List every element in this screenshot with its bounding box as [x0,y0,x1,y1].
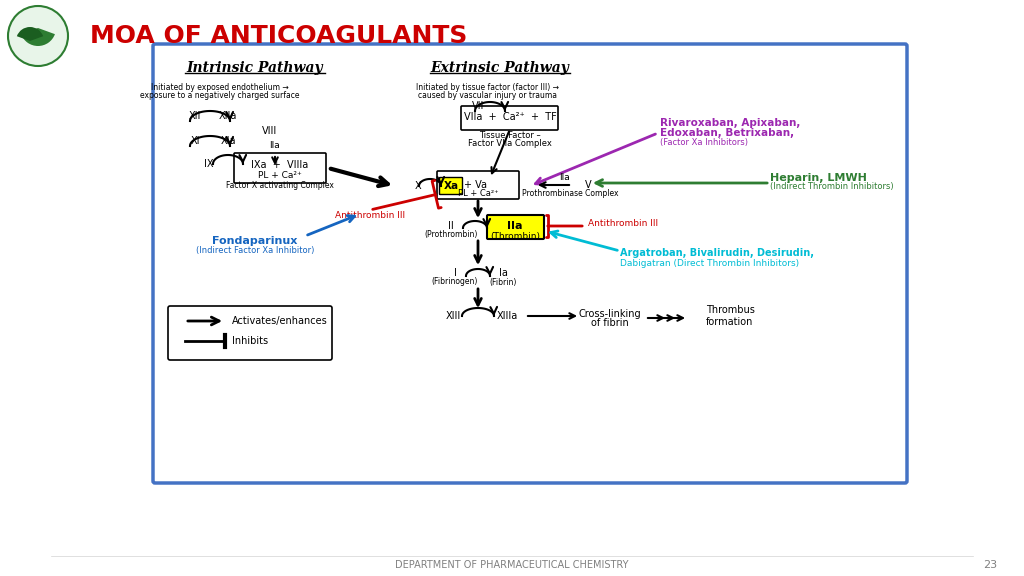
Text: Tissue Factor –: Tissue Factor – [479,131,541,141]
Text: (Indirect Factor Xa Inhibitor): (Indirect Factor Xa Inhibitor) [196,247,314,256]
Text: Thrombus
formation: Thrombus formation [706,305,755,327]
Wedge shape [22,28,55,46]
Text: PL + Ca²⁺: PL + Ca²⁺ [458,190,499,199]
FancyBboxPatch shape [437,171,519,199]
Text: VIII: VIII [262,126,278,136]
Text: Intrinsic Pathway: Intrinsic Pathway [186,61,324,75]
Text: Heparin, LMWH: Heparin, LMWH [770,173,867,183]
Text: exposure to a negatively charged surface: exposure to a negatively charged surface [140,92,300,100]
Text: (Prothrombin): (Prothrombin) [424,230,477,240]
Text: Activates/enhances: Activates/enhances [232,316,328,326]
Text: Inhibits: Inhibits [232,336,268,346]
Text: IXa  +  VIIIa: IXa + VIIIa [251,160,308,170]
Text: XIa: XIa [220,136,236,146]
Text: Factor VIIa Complex: Factor VIIa Complex [468,138,552,147]
Text: Ia: Ia [499,268,508,278]
Text: V: V [585,180,591,190]
Text: caused by vascular injury or trauma: caused by vascular injury or trauma [419,92,557,100]
Text: Initiated by tissue factor (factor III) →: Initiated by tissue factor (factor III) … [417,84,559,93]
Text: IIa: IIa [507,221,522,231]
Text: XIIIa: XIIIa [497,311,517,321]
Text: VIIa  +  Ca²⁺  +  TF: VIIa + Ca²⁺ + TF [464,112,556,122]
Text: Prothrombinase Complex: Prothrombinase Complex [522,190,618,199]
Text: Edoxaban, Betrixaban,: Edoxaban, Betrixaban, [660,128,795,138]
Text: DEPARTMENT OF PHARMACEUTICAL CHEMISTRY: DEPARTMENT OF PHARMACEUTICAL CHEMISTRY [395,560,629,570]
Text: Extrinsic Pathway: Extrinsic Pathway [430,61,569,75]
FancyBboxPatch shape [439,177,463,195]
Text: Factor X activating Complex: Factor X activating Complex [226,181,334,191]
Text: Argatroban, Bivalirudin, Desirudin,: Argatroban, Bivalirudin, Desirudin, [620,248,814,258]
Text: Antithrombin III: Antithrombin III [335,211,406,221]
Text: VII: VII [472,101,484,111]
Text: + Va: + Va [464,180,486,190]
Text: Dabigatran (Direct Thrombin Inhibitors): Dabigatran (Direct Thrombin Inhibitors) [620,259,799,267]
Text: PL + Ca²⁺: PL + Ca²⁺ [258,170,302,180]
Text: II: II [449,221,454,231]
Text: Cross-linking: Cross-linking [579,309,641,319]
Wedge shape [16,27,43,41]
FancyBboxPatch shape [234,153,326,183]
Text: (Thrombin): (Thrombin) [490,232,540,241]
Text: MOA OF ANTICOAGULANTS: MOA OF ANTICOAGULANTS [90,24,467,48]
Text: Fondaparinux: Fondaparinux [212,236,298,246]
Text: (Fibrin): (Fibrin) [489,278,517,286]
Text: 23: 23 [983,560,997,570]
FancyBboxPatch shape [168,306,332,360]
Text: IIa: IIa [269,142,281,150]
Text: (Fibrinogen): (Fibrinogen) [432,278,478,286]
Text: (Factor Xa Inhibitors): (Factor Xa Inhibitors) [660,138,748,147]
Circle shape [8,6,68,66]
Text: Rivaroxaban, Apixaban,: Rivaroxaban, Apixaban, [660,118,801,128]
Text: XI: XI [190,136,200,146]
Text: Xa: Xa [443,181,459,191]
Text: (Indirect Thrombin Inhibitors): (Indirect Thrombin Inhibitors) [770,183,894,191]
Text: XIII: XIII [445,311,461,321]
Text: Initiated by exposed endothelium →: Initiated by exposed endothelium → [152,84,289,93]
Text: of fibrin: of fibrin [591,318,629,328]
Text: IX: IX [204,159,214,169]
Text: X: X [415,181,421,191]
FancyBboxPatch shape [461,106,558,130]
Text: XII: XII [188,111,201,121]
Text: IIa: IIa [560,173,570,183]
Text: I: I [454,268,457,278]
Text: Antithrombin III: Antithrombin III [588,219,658,229]
Text: XIIa: XIIa [219,111,238,121]
FancyBboxPatch shape [153,44,907,483]
FancyBboxPatch shape [487,215,544,239]
